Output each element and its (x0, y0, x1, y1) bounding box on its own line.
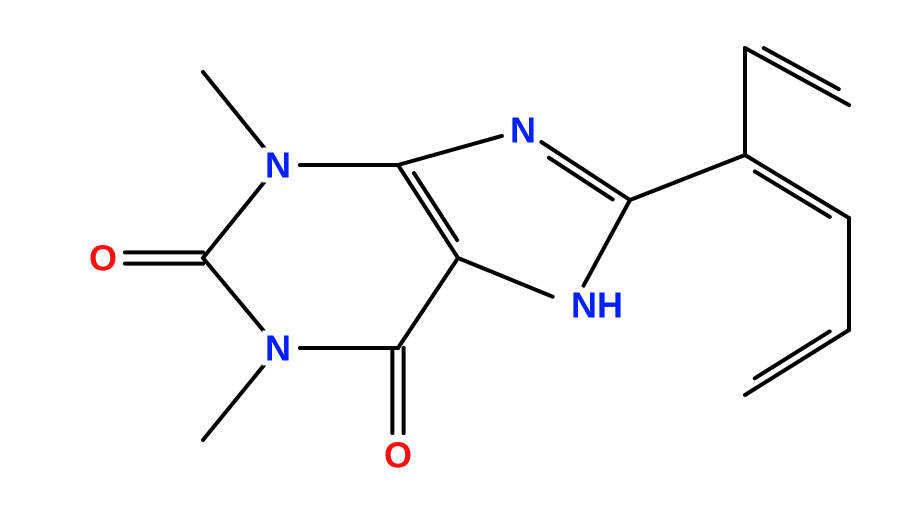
atom-label-n1: N (265, 328, 291, 369)
molecule-diagram: NNOONNOONNNHNH (0, 0, 908, 523)
atom-label-n3: N (265, 145, 291, 186)
atom-label-n7: NH (571, 285, 623, 326)
atom-label-o2: O (89, 238, 117, 279)
atom-label-n9: N (510, 110, 536, 151)
atom-label-o6: O (384, 435, 412, 476)
